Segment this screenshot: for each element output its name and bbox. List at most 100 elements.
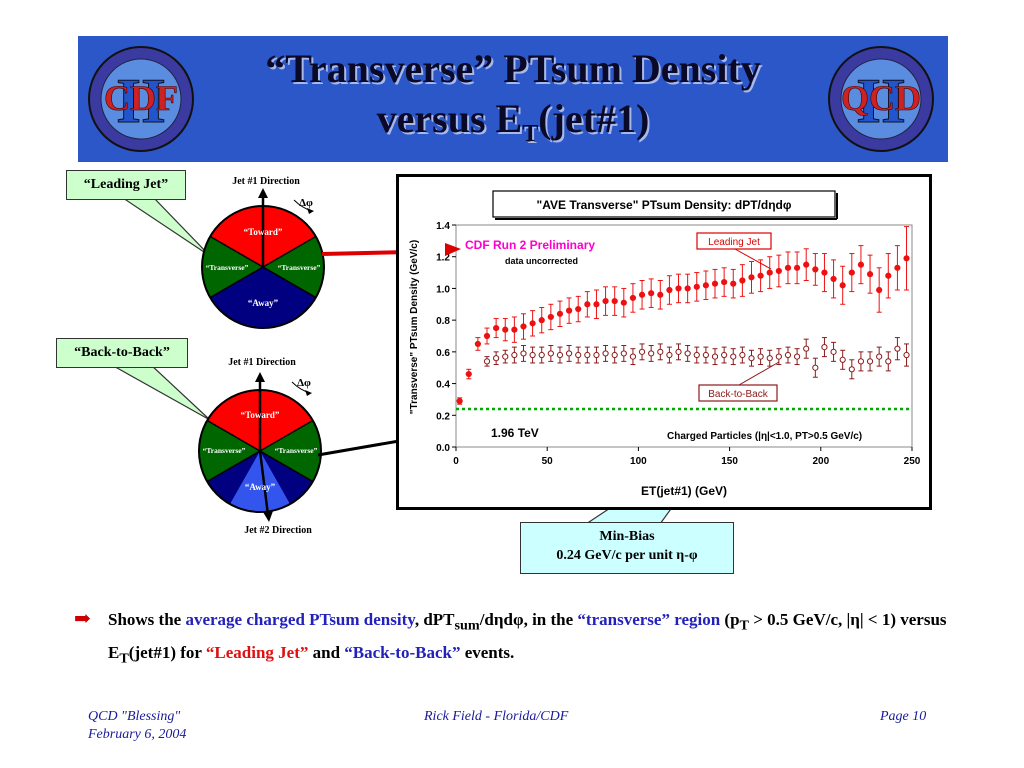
back-to-back-point xyxy=(857,358,865,365)
slide-title: “Transverse” PTsum Density versus ET(jet… xyxy=(78,44,948,159)
title-line-1: “Transverse” PTsum Density xyxy=(265,46,761,91)
x-tick-label: 150 xyxy=(721,456,738,467)
leading-jet-point xyxy=(666,286,673,294)
leading-jet-point xyxy=(611,298,618,305)
transverse-left-label: “Transverse” xyxy=(203,446,246,455)
back-to-back-point xyxy=(575,351,582,359)
back-to-back-point xyxy=(493,355,500,362)
back-to-back-diagram: Jet #1 Direction Jet #2 Direction Δφ “To… xyxy=(198,357,322,536)
y-tick-label: 0.8 xyxy=(436,316,450,327)
back-to-back-series xyxy=(483,337,910,380)
back-to-back-point xyxy=(876,353,883,360)
back-to-back-point xyxy=(593,351,600,359)
leading-jet-point xyxy=(493,324,500,332)
leading-jet-point xyxy=(821,269,828,276)
leading-jet-point xyxy=(556,310,564,317)
roman-numeral-right: II xyxy=(856,65,906,136)
footer-author: Rick Field - Florida/CDF xyxy=(424,709,569,724)
x-axis-label: ET(jet#1) (GeV) xyxy=(641,484,727,498)
jet1-direction-label: Jet #1 Direction xyxy=(232,176,300,187)
leading-jet-point xyxy=(584,301,591,308)
back-to-back-callout: “Back-to-Back” xyxy=(56,338,188,368)
leading-jet-arrowhead xyxy=(445,243,461,256)
back-to-back-point xyxy=(638,348,646,355)
leading-jet-point xyxy=(602,298,609,305)
title-line-2-pre: versus E xyxy=(376,96,523,141)
back-to-back-point xyxy=(885,358,892,365)
back-to-back-point xyxy=(702,351,709,359)
plot-area xyxy=(455,224,913,448)
back-to-back-point xyxy=(657,348,664,355)
leading-jet-point xyxy=(784,264,792,271)
y-tick-label: 1.4 xyxy=(436,221,450,232)
away-region xyxy=(210,267,316,328)
leading-jet-point xyxy=(857,261,865,268)
footer-left: QCD "Blessing" February 6, 2004 xyxy=(88,708,186,744)
leading-jet-legend-box xyxy=(696,232,772,250)
title-line-2-post: (jet#1) xyxy=(538,96,650,141)
x-tick-label: 0 xyxy=(453,456,459,467)
back-to-back-callout-pointer xyxy=(107,363,211,421)
leading-jet-diagram: Jet #1 Direction Δφ “Toward” “Transverse… xyxy=(201,176,325,329)
leading-jet-point xyxy=(465,370,472,378)
transverse-region-right xyxy=(263,236,324,298)
footer-event: QCD "Blessing" xyxy=(88,709,181,724)
back-to-back-point xyxy=(848,366,855,373)
leading-jet-point xyxy=(757,272,764,279)
transverse-region-left xyxy=(199,420,260,482)
x-tick-label: 250 xyxy=(904,456,921,467)
delta-phi-label: Δφ xyxy=(297,377,311,389)
transverse-right-label: “Transverse” xyxy=(275,446,318,455)
leading-jet-point xyxy=(483,332,491,340)
back-to-back-point xyxy=(529,351,536,359)
cdf-logo: II CDF xyxy=(88,46,194,152)
leading-jet-series xyxy=(456,226,910,405)
toward-label: “Toward” xyxy=(241,410,280,420)
y-tick-label: 0.0 xyxy=(436,443,450,454)
chart-frame: "AVE Transverse" PTsum Density: dPT/dηdφ… xyxy=(396,174,932,510)
leading-jet-point xyxy=(648,290,655,297)
leading-jet-point xyxy=(885,272,892,279)
leading-jet-point xyxy=(839,282,846,289)
leading-jet-point xyxy=(848,269,855,276)
body-paragraph: Shows the average charged PTsum density,… xyxy=(108,610,947,667)
leading-jet-callout-pointer xyxy=(118,195,211,257)
minbias-callout: Min-Bias 0.24 GeV/c per unit η-φ xyxy=(520,522,734,574)
cdf-logo-text: CDF xyxy=(104,78,178,118)
qcd-logo-text: QCD xyxy=(841,78,921,118)
leading-jet-point xyxy=(766,269,773,276)
toward-label: “Toward” xyxy=(244,227,283,237)
leading-jet-point xyxy=(511,326,518,333)
selection-label: Charged Particles (|η|<1.0, PT>0.5 GeV/c… xyxy=(667,431,862,442)
leading-jet-point xyxy=(702,282,709,289)
back-to-back-point xyxy=(666,351,673,359)
y-tick-label: 0.4 xyxy=(436,380,450,391)
y-axis-label: "Transverse" PTsum Density (GeV/c) xyxy=(409,240,420,414)
leading-jet-point xyxy=(894,264,901,271)
leading-jet-point xyxy=(593,301,600,308)
back-to-back-point xyxy=(748,355,755,362)
back-to-back-point xyxy=(693,351,700,359)
leading-jet-point xyxy=(730,280,737,287)
title-banner: II CDF “Transverse” PTsum Density versus… xyxy=(78,36,948,162)
jet1-direction-label: Jet #1 Direction xyxy=(228,357,296,368)
back-to-back-point xyxy=(565,350,573,357)
back-to-back-point xyxy=(739,351,746,359)
back-to-back-point xyxy=(629,353,637,360)
back-to-back-point xyxy=(538,351,545,359)
leading-jet-point xyxy=(456,397,463,405)
back-to-back-point xyxy=(830,348,837,355)
footer-date: February 6, 2004 xyxy=(88,727,187,742)
leading-jet-point xyxy=(876,286,883,294)
leading-jet-point xyxy=(629,294,637,302)
back-to-back-point xyxy=(556,351,564,359)
title-line-2-sub: T xyxy=(522,121,539,147)
back-to-back-point xyxy=(721,351,728,359)
leading-jet-point xyxy=(565,307,573,314)
minbias-value: 0.24 GeV/c per unit η-φ xyxy=(556,548,698,563)
jet2-arrow xyxy=(258,450,270,516)
chart-title: "AVE Transverse" PTsum Density: dPT/dηdφ xyxy=(537,198,792,212)
roman-numeral-left: II xyxy=(116,65,166,136)
leading-jet-point xyxy=(748,274,755,281)
x-tick-label: 200 xyxy=(812,456,829,467)
